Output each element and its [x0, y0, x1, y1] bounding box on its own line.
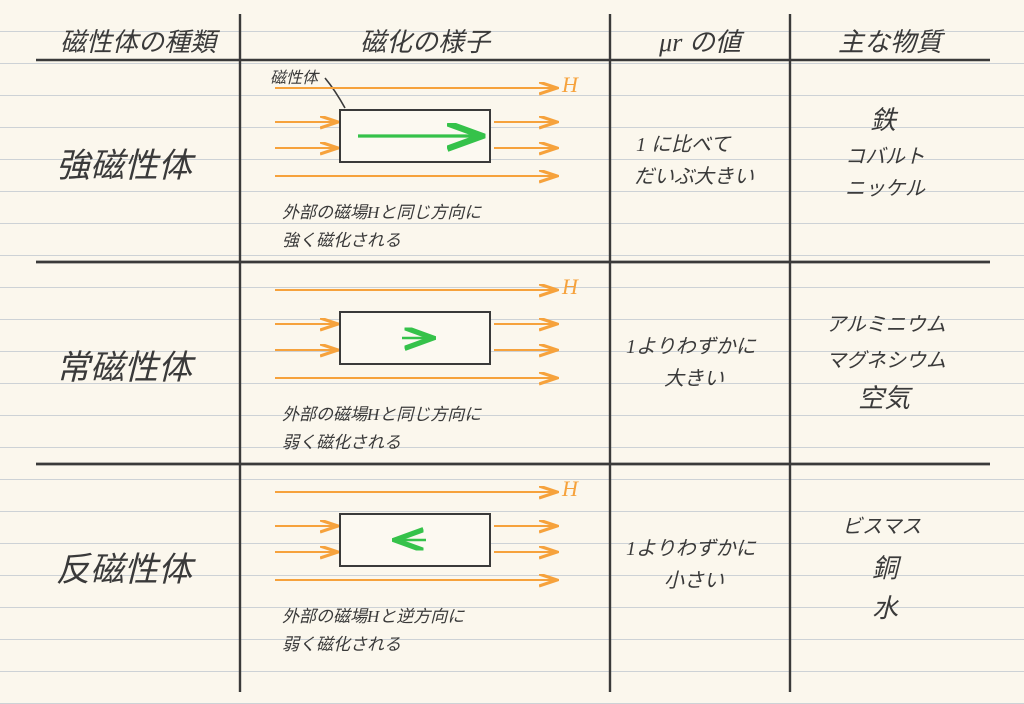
- row3-H-label: H: [561, 476, 579, 501]
- row3-mu-l2: 小さい: [664, 564, 724, 593]
- row3-mu-l1: 1よりわずかに: [626, 532, 756, 561]
- row3-mat1: ビスマス: [842, 510, 921, 539]
- row3-mat3: 水: [872, 588, 898, 625]
- row3-mat2: 銅: [872, 548, 898, 585]
- row3-caption-l1: 外部の磁場Hと逆方向に: [282, 602, 464, 627]
- row3-caption-l2: 弱く磁化される: [282, 630, 401, 655]
- row3-diagram: H: [0, 0, 1024, 704]
